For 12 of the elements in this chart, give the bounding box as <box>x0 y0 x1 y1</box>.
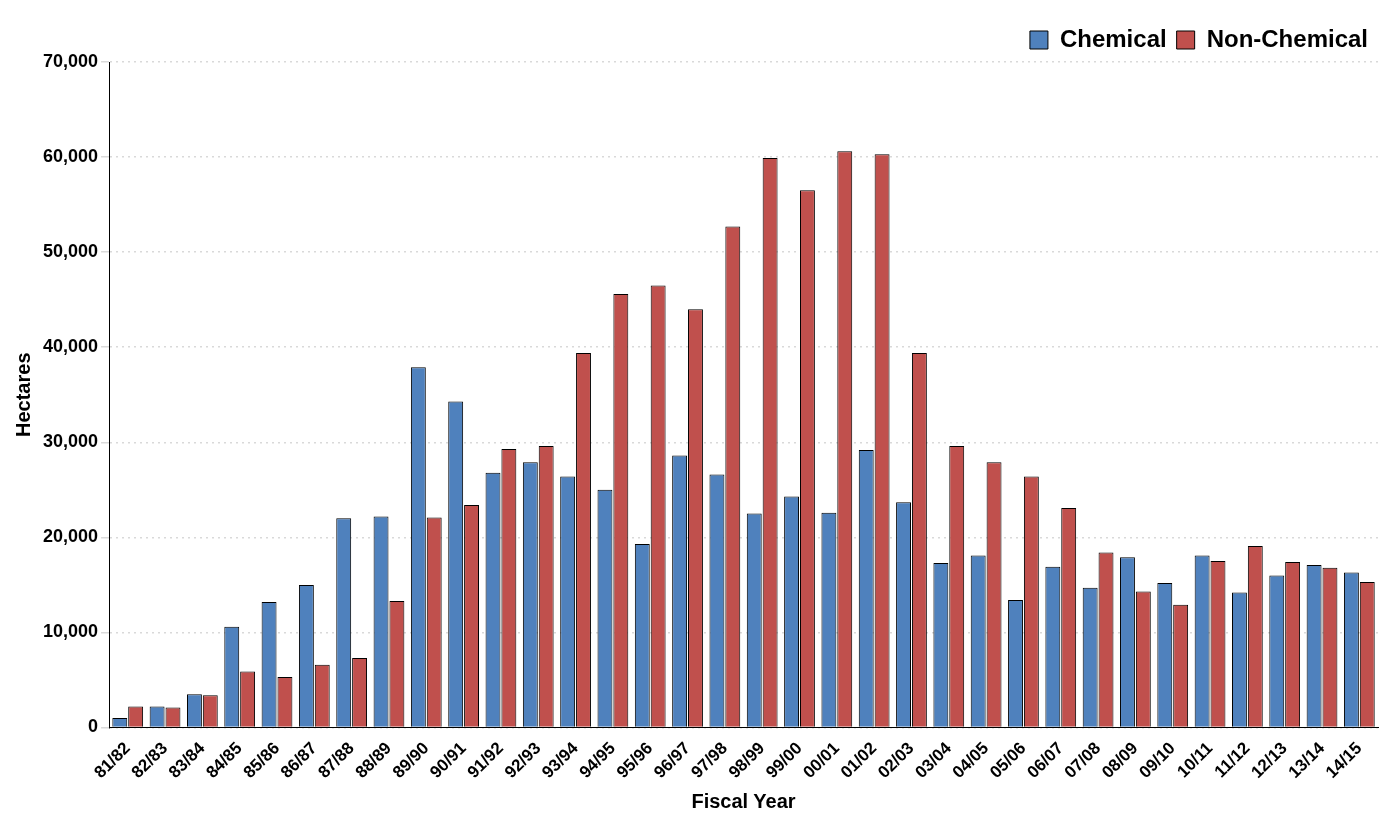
y-tick-label: 60,000 <box>42 146 99 167</box>
y-tick-label: 10,000 <box>42 621 99 642</box>
y-tick-label: 40,000 <box>42 336 99 357</box>
legend-label: Non-Chemical <box>1206 24 1368 52</box>
y-tick-label: 0 <box>88 716 99 737</box>
x-axis-title: Fiscal Year <box>691 789 796 812</box>
y-tick-label: 70,000 <box>42 50 99 71</box>
legend-label: Chemical <box>1059 24 1167 52</box>
y-tick-label: 20,000 <box>42 526 99 547</box>
y-tick-label: 30,000 <box>42 431 99 452</box>
y-tick-label: 50,000 <box>42 241 99 262</box>
y-axis-title: Hectares <box>11 352 34 437</box>
